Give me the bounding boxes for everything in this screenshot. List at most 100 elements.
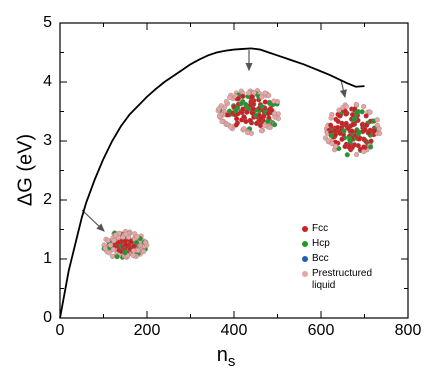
atom [364,122,370,128]
atom [351,117,357,123]
legend-marker [302,271,308,277]
atom [245,130,251,136]
atom [254,120,260,127]
legend-label-box: Prestructured liquid [312,268,373,291]
legend-marker [302,226,308,232]
atom [368,144,374,150]
x-tick-label: 200 [134,322,161,339]
atom [216,113,223,119]
atom [355,131,361,137]
atom [344,152,350,158]
atom [135,247,141,253]
atom [216,106,222,112]
atom [363,113,369,119]
atom [356,136,362,142]
atom [354,109,360,115]
atom [258,115,264,121]
x-tick-label: 400 [221,322,248,339]
atom [227,124,234,130]
atom [367,109,373,115]
atom [337,130,343,136]
legend-label-box: Fcc [312,223,329,234]
legend-label: Prestructured liquid [312,268,373,291]
legend-marker [302,241,308,247]
atom [134,234,140,240]
atom [106,250,112,256]
atom [241,114,247,120]
atom [328,132,334,139]
x-tick-label: 600 [308,322,335,339]
atom [271,98,277,104]
x-tick-label: 800 [395,322,422,339]
atom [105,237,111,243]
atom [259,94,265,100]
atom [258,128,265,134]
atom [328,122,334,128]
atom [328,115,334,121]
atom [329,141,335,147]
atom [249,94,255,100]
atom [265,111,272,117]
atom [219,118,225,125]
x-label-base: n [217,344,228,366]
legend-label: Bcc [312,253,329,264]
atom [332,132,338,138]
atom [122,250,128,256]
atom [238,101,244,107]
arrow [81,209,105,232]
legend-label: Fcc [312,223,329,234]
atom [362,127,368,133]
y-tick-label: 1 [43,250,52,267]
atom [265,118,271,124]
atom [353,151,360,158]
atom [243,119,249,125]
atom [353,102,360,108]
atom [333,143,339,149]
atom [267,124,273,131]
atom [130,252,136,258]
atom [346,144,353,150]
atom [374,117,380,123]
atom [223,99,229,105]
atom [262,90,268,96]
y-tick-label: 3 [43,132,52,149]
atom [126,234,132,240]
atom [142,239,148,245]
atom [350,122,356,128]
atom [141,248,147,255]
atom [259,104,265,110]
atom [342,108,348,114]
atom [335,118,341,124]
atom [246,90,252,96]
atom [233,122,239,128]
atom [240,106,246,112]
atom [376,126,382,132]
x-tick-label: 0 [56,322,65,339]
atom [366,130,372,136]
atom [355,143,361,149]
y-tick-label: 2 [43,191,52,208]
atom [235,96,241,102]
atom [343,103,349,109]
atom [275,116,281,122]
atom [361,144,367,150]
legend-label: Hcp [312,238,330,249]
atom [345,125,351,132]
atom [371,128,377,134]
atom [349,128,355,134]
legend-label-box: Hcp [312,238,330,249]
atom [272,122,278,128]
atom [269,107,275,113]
atom [107,242,113,248]
atom [342,144,348,150]
atom [233,108,239,114]
atom [339,136,345,142]
legend-marker [302,256,308,262]
atom [266,92,272,98]
atom [240,93,246,99]
legend-label-box: Bcc [312,253,329,264]
atom [110,246,116,253]
y-tick-label: 4 [43,73,52,90]
atom [110,253,116,259]
atom [102,245,108,251]
